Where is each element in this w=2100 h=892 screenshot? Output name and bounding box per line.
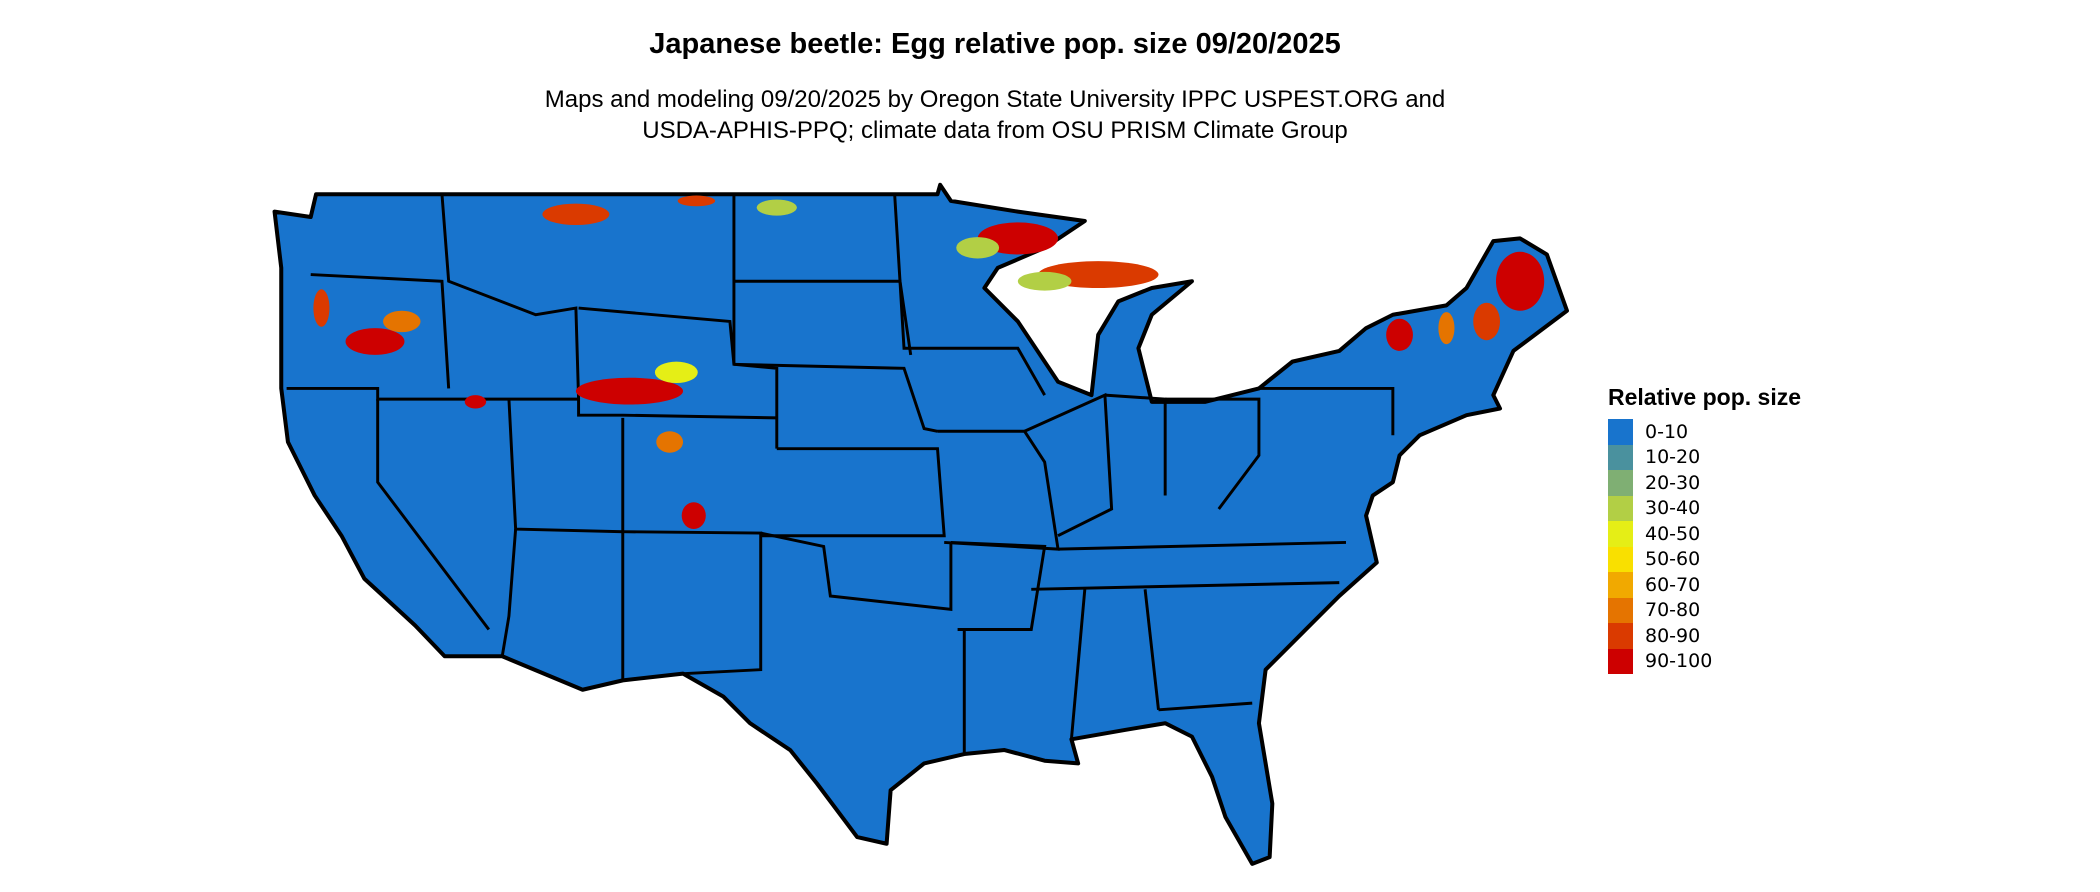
legend-swatch [1608, 419, 1633, 445]
legend-swatch [1608, 470, 1633, 496]
legend-label: 20-30 [1645, 471, 1701, 494]
legend-swatch [1608, 648, 1633, 674]
legend-item: 0-10 [1608, 419, 1801, 445]
legend-item: 10-20 [1608, 444, 1801, 470]
subtitle-line-1: Maps and modeling 09/20/2025 by Oregon S… [544, 86, 1446, 113]
legend-title: Relative pop. size [1608, 384, 1802, 410]
legend-label: 70-80 [1645, 599, 1701, 622]
legend-label: 10-20 [1645, 446, 1701, 469]
subtitle-line-2: USDA-APHIS-PPQ; climate data from OSU PR… [642, 117, 1348, 144]
legend-item: 50-60 [1608, 546, 1801, 572]
us-outline [272, 182, 1569, 866]
legend-swatch [1608, 597, 1633, 623]
legend-label: 30-40 [1645, 497, 1701, 520]
legend-swatch [1608, 444, 1633, 470]
legend-label: 50-60 [1645, 548, 1701, 571]
map-title: Japanese beetle: Egg relative pop. size … [649, 28, 1341, 60]
legend-item: 30-40 [1608, 495, 1801, 521]
legend-swatch [1608, 495, 1633, 521]
legend-label: 40-50 [1645, 522, 1701, 545]
high-population-areas [313, 195, 1545, 530]
legend-item: 70-80 [1608, 597, 1801, 623]
legend-items: 0-10 10-20 20-30 30-40 40-50 50-60 60-70 70-80 8… [1608, 419, 1801, 674]
legend-label: 80-90 [1645, 624, 1701, 647]
legend-label: 90-100 [1645, 650, 1713, 673]
legend-swatch [1608, 521, 1633, 547]
legend-swatch [1608, 546, 1633, 572]
legend-label: 60-70 [1645, 573, 1701, 596]
state-borders [286, 194, 1395, 755]
legend-label: 0-10 [1645, 420, 1689, 443]
map-subtitle: Maps and modeling 09/20/2025 by Oregon S… [0, 84, 1990, 146]
legend-item: 20-30 [1608, 470, 1801, 496]
legend-item: 40-50 [1608, 521, 1801, 547]
legend-item: 80-90 [1608, 623, 1801, 649]
legend-item: 90-100 [1608, 648, 1801, 674]
legend: Relative pop. size 0-10 10-20 20-30 30-40 40… [1608, 384, 1801, 674]
legend-item: 60-70 [1608, 572, 1801, 598]
legend-swatch [1608, 623, 1633, 649]
legend-swatch [1608, 572, 1633, 598]
